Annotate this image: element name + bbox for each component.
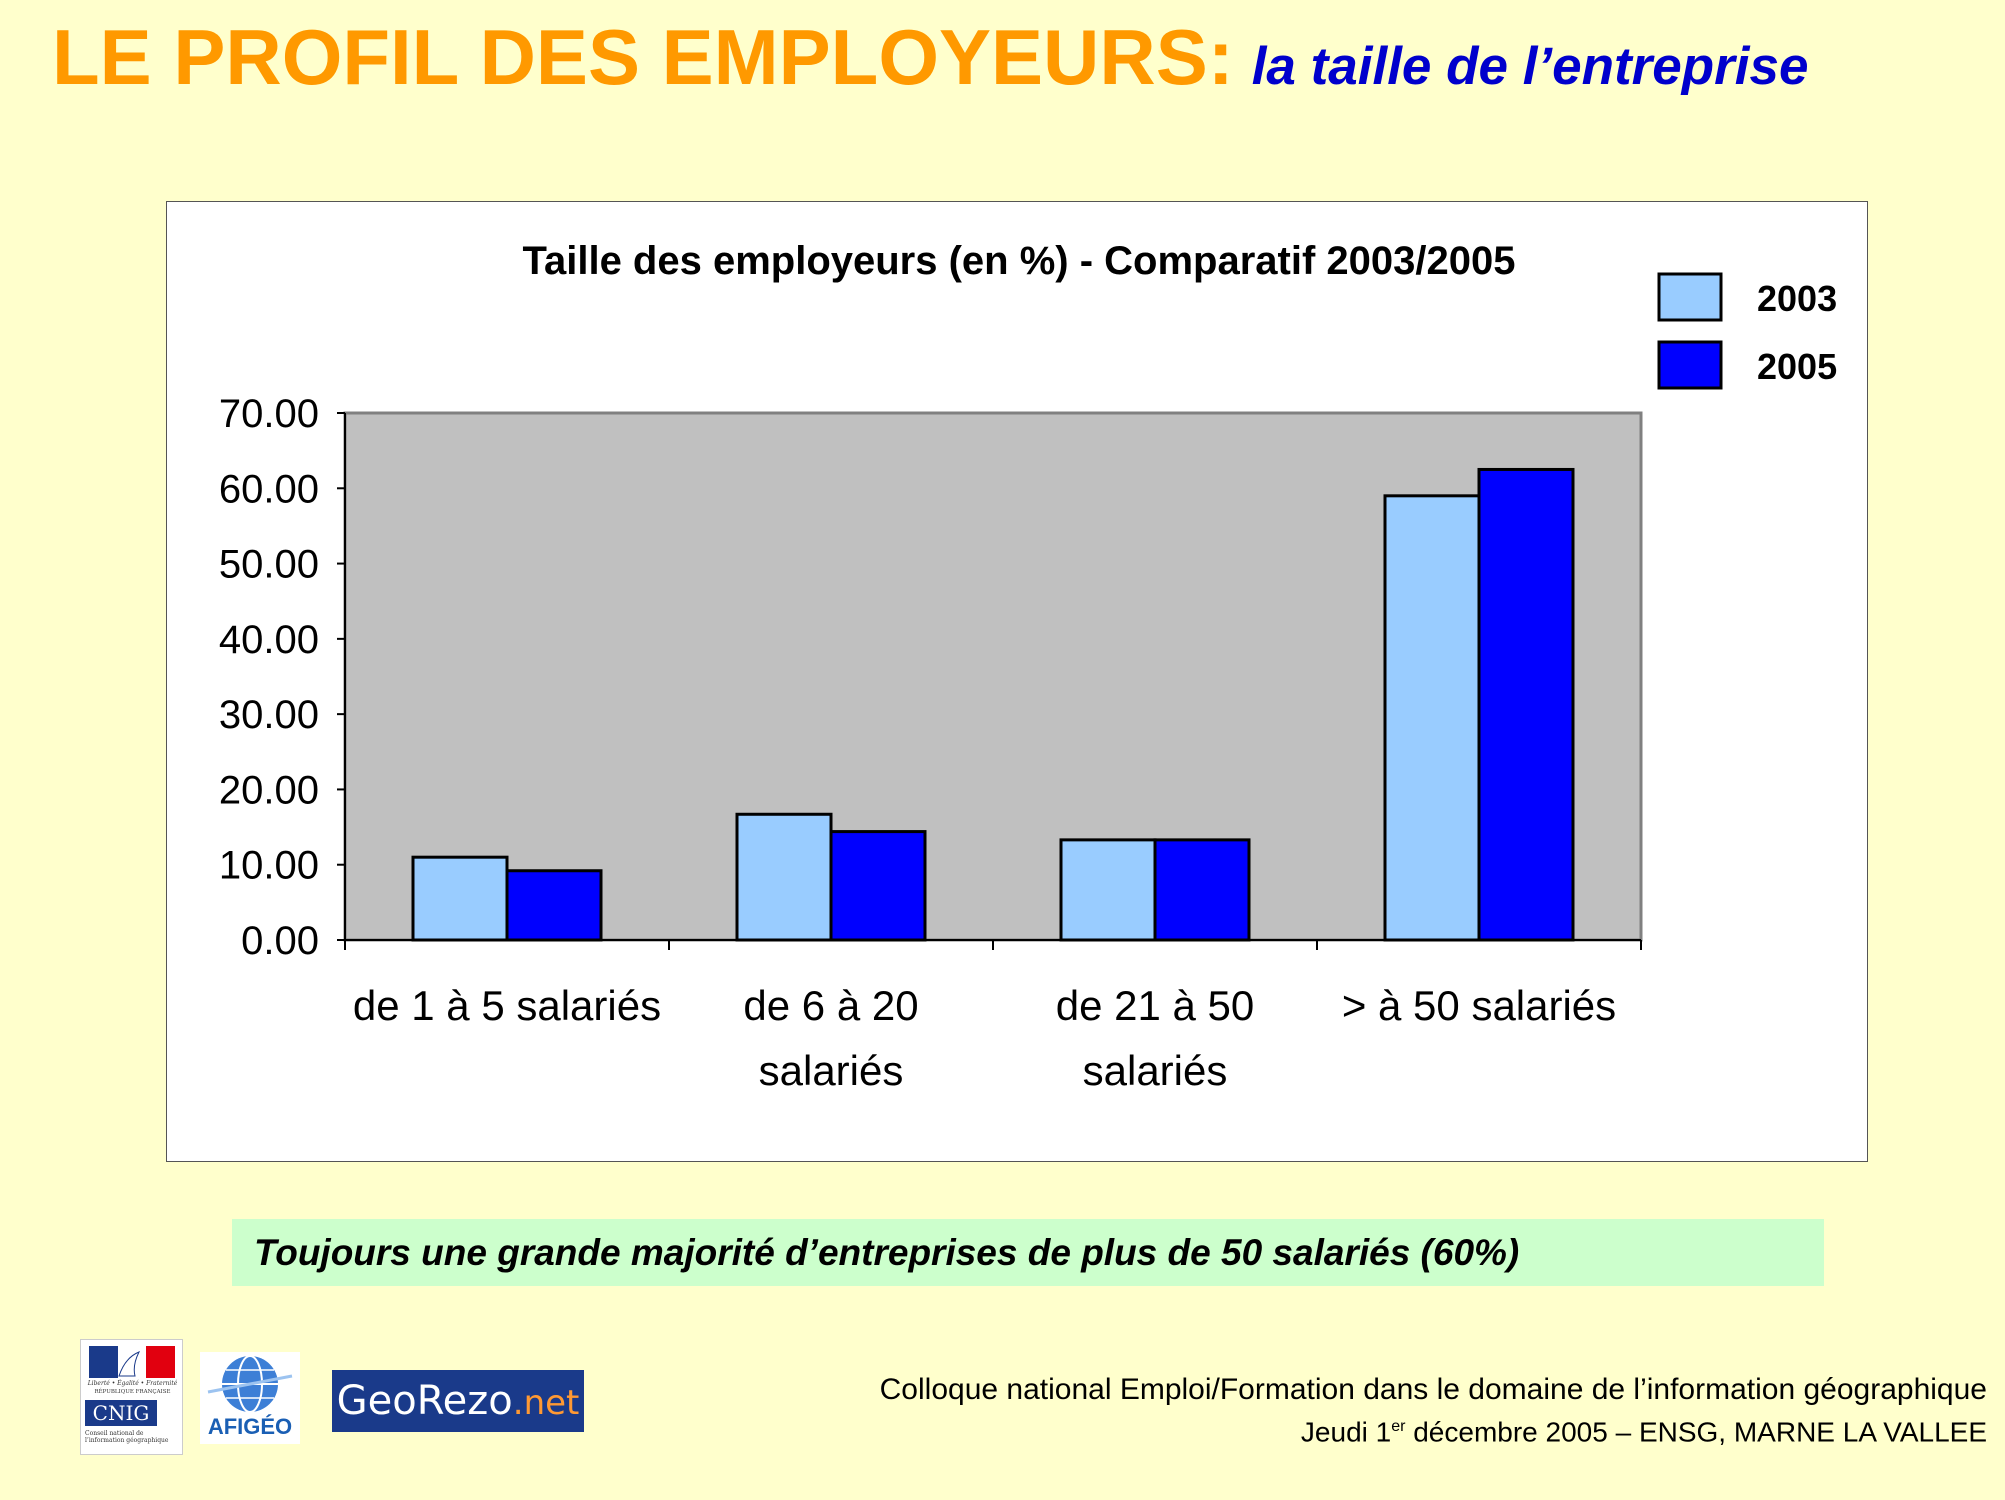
footer-date-suffix: décembre 2005 – ENSG, MARNE LA VALLEE: [1405, 1416, 1987, 1448]
y-tick-label: 30.00: [219, 693, 319, 737]
cnig-republique: RÉPUBLIQUE FRANÇAISE: [94, 1389, 171, 1395]
legend-swatch-2003: [1657, 272, 1723, 322]
page-title-sub: la taille de l’entreprise: [1251, 37, 1809, 96]
bar-2003: [411, 855, 509, 942]
footer-event-date: Jeudi 1er décembre 2005 – ENSG, MARNE LA…: [880, 1409, 1987, 1450]
bar-2003: [735, 812, 833, 942]
x-category-label: salariés: [1083, 1047, 1228, 1094]
legend-label-2005: 2005: [1757, 346, 1837, 387]
georezo-tld: .net: [512, 1383, 580, 1423]
footer-event-title: Colloque national Emploi/Formation dans …: [879, 1373, 1987, 1406]
footer-date-sup: er: [1391, 1418, 1406, 1435]
chart-title: Taille des employeurs (en %) - Comparati…: [523, 239, 1516, 283]
footer: Colloque national Emploi/Formation dans …: [880, 1371, 1987, 1450]
y-tick-label: 70.00: [219, 392, 319, 436]
cnig-motto: Liberté • Égalité • Fraternité: [87, 1380, 178, 1387]
bar-2005: [829, 830, 927, 942]
marianne-icon: [89, 1346, 175, 1378]
bar-2005: [1477, 467, 1575, 942]
y-tick-label: 10.00: [219, 844, 319, 888]
bar-2005: [505, 869, 603, 942]
afigeo-logo: AFIGÉO: [200, 1352, 300, 1444]
y-tick-label: 0.00: [241, 919, 319, 963]
y-tick-label: 50.00: [219, 543, 319, 587]
page-title: LE PROFIL DES EMPLOYEURS: la taille de l’…: [52, 12, 1808, 103]
x-category-label: de 21 à 50: [1056, 982, 1255, 1029]
conclusion-banner: Toujours une grande majorité d’entrepris…: [232, 1219, 1824, 1286]
x-category-label: de 6 à 20: [743, 982, 918, 1029]
chart-panel: Taille des employeurs (en %) - Comparati…: [166, 201, 1868, 1162]
cnig-logo: Liberté • Égalité • Fraternité RÉPUBLIQU…: [80, 1339, 183, 1455]
bar-2003: [1059, 838, 1157, 942]
x-category-label: salariés: [759, 1047, 904, 1094]
georezo-logo: GeoRezo.net: [332, 1370, 584, 1432]
y-tick-label: 60.00: [219, 467, 319, 511]
cnig-description: Conseil national de l’information géogra…: [85, 1430, 169, 1444]
bar-chart: Taille des employeurs (en %) - Comparati…: [219, 239, 1837, 1094]
bar-2003: [1383, 494, 1481, 942]
bar-2005: [1153, 838, 1251, 942]
x-category-label: > à 50 salariés: [1342, 982, 1616, 1029]
page-title-main: LE PROFIL DES EMPLOYEURS:: [52, 13, 1234, 101]
georezo-wordmark: GeoRezo.net: [332, 1370, 584, 1432]
legend-swatch-2005: [1657, 340, 1723, 390]
legend-label-2003: 2003: [1757, 278, 1837, 319]
x-category-label: de 1 à 5 salariés: [353, 982, 661, 1029]
footer-date-prefix: Jeudi 1: [1300, 1416, 1392, 1448]
globe-icon: [207, 1355, 293, 1413]
y-tick-label: 40.00: [219, 618, 319, 662]
georezo-main: GeoRezo: [336, 1378, 513, 1424]
y-tick-label: 20.00: [219, 768, 319, 812]
afigeo-name: AFIGÉO: [207, 1414, 293, 1439]
cnig-name: CNIG: [85, 1400, 157, 1426]
